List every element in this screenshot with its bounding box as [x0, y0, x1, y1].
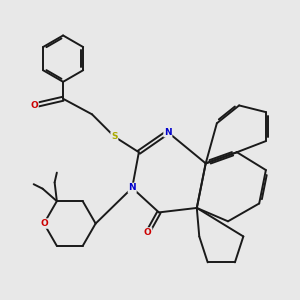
Text: N: N	[164, 128, 172, 137]
Text: O: O	[30, 101, 38, 110]
Text: S: S	[111, 132, 118, 141]
Text: O: O	[144, 228, 152, 237]
Text: O: O	[40, 219, 48, 228]
Text: N: N	[128, 183, 136, 192]
